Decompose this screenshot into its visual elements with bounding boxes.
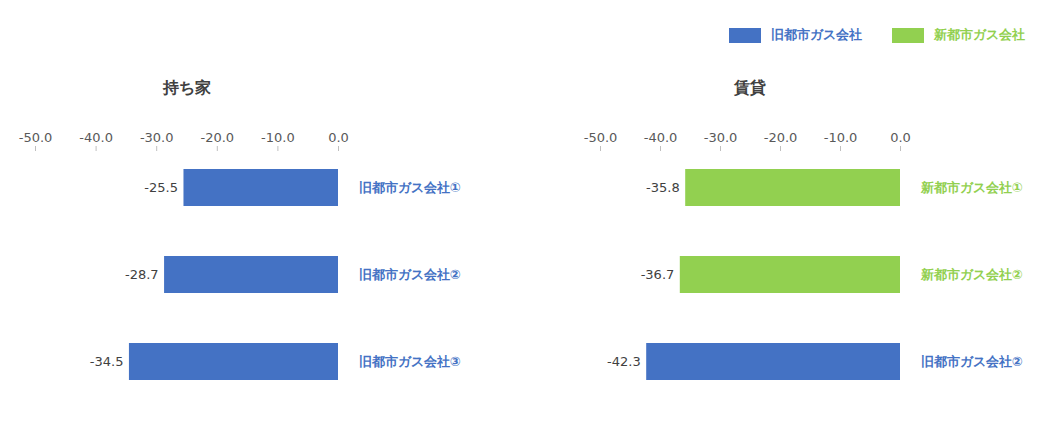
svg-text:-35.8: -35.8: [646, 180, 680, 195]
html-text:新都市ガス会社: 新都市ガス会社: [934, 27, 1025, 42]
html-text:旧都市ガス会社: 旧都市ガス会社: [771, 27, 862, 42]
svg-text:0.0: 0.0: [890, 130, 911, 145]
html-text:賃貸: 賃貸: [734, 78, 766, 97]
svg-text:-40.0: -40.0: [644, 130, 678, 145]
svg-text:-50.0: -50.0: [584, 130, 618, 145]
svg-text:新都市ガス会社①: 新都市ガス会社①: [920, 180, 1023, 195]
svg-text:旧都市ガス会社③: 旧都市ガス会社③: [359, 354, 461, 369]
svg-text:-10.0: -10.0: [824, 130, 858, 145]
svg-text:旧都市ガス会社②: 旧都市ガス会社②: [359, 267, 461, 282]
svg-text:-30.0: -30.0: [140, 130, 174, 145]
svg-text:旧都市ガス会社①: 旧都市ガス会社①: [359, 180, 461, 195]
svg-text:-20.0: -20.0: [200, 130, 234, 145]
svg-text:-30.0: -30.0: [704, 130, 738, 145]
svg-text:-20.0: -20.0: [764, 130, 798, 145]
svg-text:-25.5: -25.5: [144, 180, 178, 195]
svg-text:新都市ガス会社②: 新都市ガス会社②: [920, 267, 1023, 282]
svg-text:-36.7: -36.7: [641, 267, 675, 282]
svg-text:0.0: 0.0: [328, 130, 349, 145]
svg-text:-34.5: -34.5: [90, 354, 124, 369]
svg-text:-28.7: -28.7: [125, 267, 159, 282]
svg-text:-42.3: -42.3: [607, 354, 641, 369]
svg-text:-10.0: -10.0: [261, 130, 295, 145]
html-text:持ち家: 持ち家: [162, 78, 211, 97]
svg-text:旧都市ガス会社②: 旧都市ガス会社②: [921, 354, 1023, 369]
svg-text:-40.0: -40.0: [79, 130, 113, 145]
svg-text:-50.0: -50.0: [19, 130, 53, 145]
